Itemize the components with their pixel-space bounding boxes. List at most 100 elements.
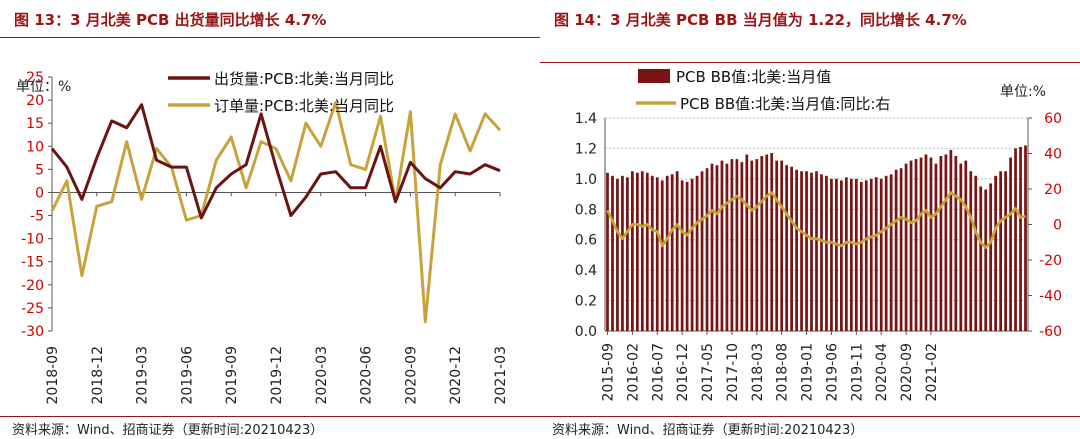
bb-value-bar	[730, 159, 734, 331]
bb-value-bar	[854, 178, 858, 331]
left-y-tick-label: 5	[35, 162, 44, 178]
right-y-left-tick-label: 1.0	[575, 172, 597, 188]
right-x-tick-label: 2020-04	[874, 343, 890, 402]
legend-label: PCB BB值:北美:当月值:同比:右	[680, 95, 890, 113]
bb-value-bar	[616, 178, 619, 331]
right-y-left-tick-label: 0.0	[575, 324, 597, 340]
bb-value-bar	[954, 156, 958, 331]
right-bar-line-chart: 1.4 1.2 1.0 0.8 0.6 0.4 0.2 0.0 60 40 20 0 -20 -40 -60…	[575, 68, 1062, 402]
legend-swatch	[638, 69, 670, 83]
right-y-right-tick-label: 20	[1044, 182, 1062, 198]
right-x-tick-label: 2019-01	[800, 343, 816, 402]
legend-label: 订单量:PCB:北美:当月同比	[214, 97, 394, 115]
bb-value-bar	[685, 181, 689, 331]
bb-value-bar	[909, 160, 913, 331]
left-y-tick-label: 20	[26, 93, 44, 109]
bb-value-bar	[984, 189, 988, 331]
legend-label: 出货量:PCB:北美:当月同比	[214, 70, 394, 88]
bb-value-bar	[670, 174, 674, 331]
bb-value-bar	[849, 178, 853, 331]
bb-value-bar	[645, 172, 649, 331]
right-x-tick-label: 2017-05	[700, 343, 716, 402]
bb-value-bar	[969, 171, 973, 331]
bb-value-bar	[959, 163, 963, 331]
right-x-tick-label: 2016-07	[650, 343, 666, 402]
left-x-tick-label: 2020-12	[448, 346, 464, 405]
bb-value-bar	[621, 175, 624, 331]
left-y-tick-label: -10	[21, 232, 44, 248]
left-source-divider	[0, 416, 540, 417]
left-x-tick-label: 2019-06	[179, 346, 195, 405]
right-y-left-tick-label: 0.8	[575, 202, 597, 218]
left-x-tick-label: 2021-03	[493, 346, 509, 405]
bb-value-bar	[640, 171, 644, 331]
left-y-tick-label: -25	[21, 301, 44, 317]
left-y-tick-label: -30	[21, 324, 44, 340]
bb-value-bar	[820, 174, 823, 331]
bb-value-bar	[914, 159, 918, 331]
right-chart-panel: 图 14：3 月北美 PCB BB 当月值为 1.22，同比增长 4.7% 1.…	[540, 0, 1080, 439]
bb-value-bar	[635, 172, 639, 331]
bb-value-bar	[760, 156, 764, 331]
right-y-left-tick-label: 0.6	[575, 233, 597, 249]
bb-value-bar	[795, 169, 798, 331]
right-y-left-tick-label: 1.4	[575, 111, 597, 127]
right-x-tick-label: 2018-08	[775, 343, 791, 402]
bb-value-bar	[879, 178, 883, 331]
bb-value-bar	[1004, 171, 1007, 331]
bb-value-bar	[705, 168, 709, 331]
bb-value-bar	[775, 160, 779, 331]
bb-value-bar	[994, 175, 998, 331]
right-chart-title: 图 14：3 月北美 PCB BB 当月值为 1.22，同比增长 4.7%	[554, 11, 967, 29]
bb-value-bar	[894, 169, 898, 331]
right-x-tick-label: 2016-02	[625, 343, 641, 402]
right-x-tick-label: 2017-10	[725, 343, 741, 402]
legend-label: PCB BB值:北美:当月值	[676, 68, 831, 86]
right-x-tick-label: 2019-11	[849, 343, 865, 402]
bb-value-bar	[765, 154, 769, 331]
bb-value-bar	[606, 172, 609, 331]
bb-value-bar	[999, 171, 1002, 331]
bb-value-bar	[611, 175, 614, 331]
bb-value-bar	[844, 177, 848, 331]
bb-value-bar	[785, 165, 789, 331]
bb-value-bar	[810, 172, 813, 331]
bb-value-bar	[1009, 157, 1012, 331]
right-y-right-tick-label: -20	[1039, 253, 1062, 269]
bb-value-bar	[725, 163, 729, 331]
bb-value-bar	[755, 159, 759, 331]
bb-value-bar	[1024, 145, 1027, 331]
left-source-note: 资料来源：Wind、招商证券（更新时间:20210423）	[12, 423, 324, 438]
left-x-tick-label: 2019-09	[224, 346, 240, 405]
bb-value-bar	[889, 174, 893, 331]
right-source-note: 资料来源：Wind、招商证券（更新时间:20210423）	[552, 423, 864, 438]
left-y-tick-label: 15	[26, 116, 44, 132]
bb-value-bar	[859, 181, 863, 331]
left-y-tick-label: -15	[21, 255, 44, 271]
left-title-divider	[0, 37, 540, 38]
bb-value-bar	[750, 160, 754, 331]
bb-yoy-series-line	[606, 191, 1026, 250]
right-x-tick-label: 2016-12	[675, 343, 691, 402]
bb-value-bar	[631, 171, 634, 331]
bb-value-bar	[720, 160, 724, 331]
bb-value-bar	[700, 171, 704, 331]
bb-value-bar	[770, 152, 774, 331]
right-x-tick-label: 2015-09	[600, 343, 616, 402]
bb-value-bar	[665, 175, 669, 331]
left-y-tick-label: -5	[30, 209, 44, 225]
bb-value-bar	[745, 154, 749, 331]
bb-value-bar	[939, 156, 943, 331]
left-y-tick-label: 25	[26, 70, 44, 86]
bb-value-bar	[874, 177, 878, 331]
bb-value-bar	[675, 171, 679, 331]
bb-value-bar	[904, 163, 908, 331]
bb-value-bar	[825, 175, 828, 331]
bb-value-bar	[919, 157, 923, 331]
bb-value-bar	[864, 180, 868, 331]
bb-value-bar	[989, 183, 993, 331]
bb-value-bar	[740, 162, 744, 331]
bb-value-bar	[884, 175, 888, 331]
